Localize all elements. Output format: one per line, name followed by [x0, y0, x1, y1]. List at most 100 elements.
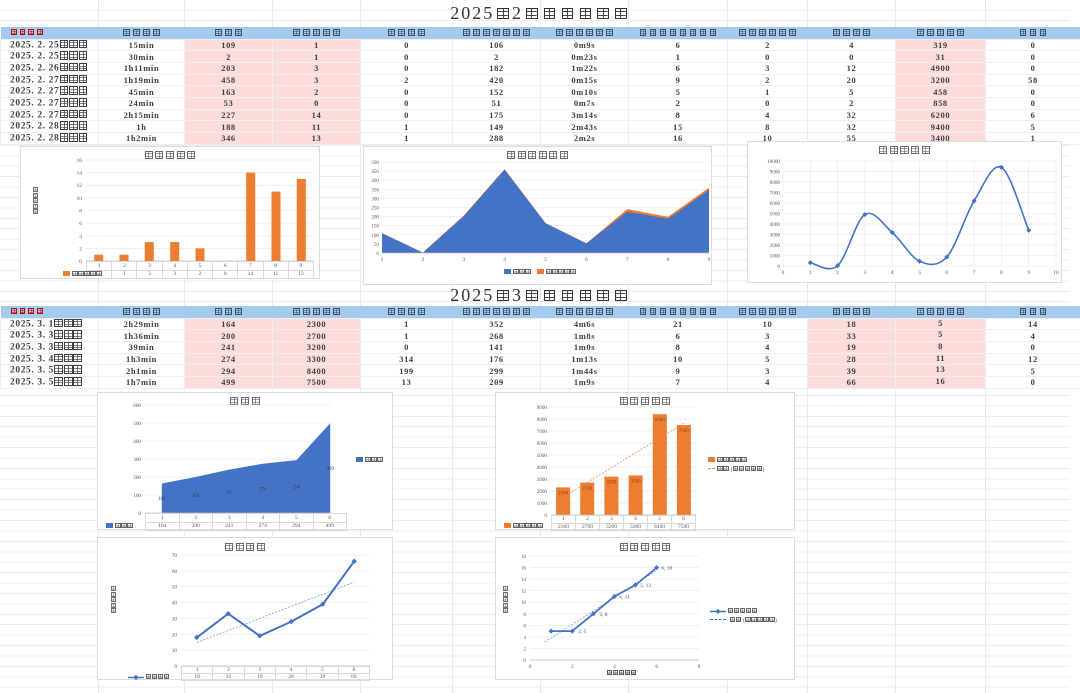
svg-text:4: 4: [891, 270, 894, 276]
svg-text:5, 13: 5, 13: [640, 583, 651, 589]
svg-text:8: 8: [523, 612, 526, 618]
svg-text:4: 4: [79, 234, 82, 240]
svg-text:3, 8: 3, 8: [599, 612, 608, 618]
svg-text:2000: 2000: [537, 489, 548, 495]
svg-text:14: 14: [77, 171, 83, 177]
svg-text:50: 50: [172, 585, 178, 591]
svg-text:16: 16: [77, 158, 83, 164]
svg-text:2, 5: 2, 5: [578, 629, 587, 635]
svg-text:6: 6: [79, 221, 82, 227]
svg-text:14: 14: [521, 577, 527, 583]
svg-text:400: 400: [371, 178, 379, 184]
svg-text:6, 16: 6, 16: [661, 566, 672, 572]
svg-text:1000: 1000: [770, 254, 781, 260]
svg-text:499: 499: [326, 467, 334, 472]
svg-text:274: 274: [259, 487, 267, 492]
svg-text:6: 6: [523, 623, 526, 629]
svg-text:30: 30: [172, 616, 178, 622]
svg-text:450: 450: [371, 169, 379, 175]
svg-text:16: 16: [521, 566, 527, 572]
svg-text:2000: 2000: [770, 243, 781, 249]
svg-text:3: 3: [864, 270, 867, 276]
svg-text:350: 350: [371, 187, 379, 193]
svg-text:200: 200: [133, 475, 141, 481]
svg-text:9000: 9000: [537, 405, 548, 411]
svg-text:10: 10: [1053, 270, 1059, 276]
svg-text:164: 164: [158, 497, 166, 502]
svg-text:7: 7: [626, 257, 629, 263]
svg-text:0: 0: [138, 511, 141, 517]
svg-text:200: 200: [192, 494, 200, 499]
svg-text:10: 10: [77, 196, 83, 202]
svg-text:241: 241: [225, 490, 233, 495]
svg-text:2: 2: [79, 246, 82, 252]
svg-text:100: 100: [133, 493, 141, 499]
svg-text:3300: 3300: [631, 479, 642, 484]
svg-text:600: 600: [133, 403, 141, 409]
svg-text:9: 9: [1027, 270, 1030, 276]
svg-text:70: 70: [172, 553, 178, 559]
svg-text:9: 9: [708, 257, 711, 263]
svg-text:5: 5: [544, 257, 547, 263]
svg-text:0: 0: [544, 513, 547, 519]
svg-text:294: 294: [293, 486, 301, 491]
svg-text:7000: 7000: [770, 191, 781, 197]
svg-text:0: 0: [79, 259, 82, 265]
svg-text:500: 500: [133, 421, 141, 427]
svg-text:8400: 8400: [655, 418, 666, 423]
svg-text:500: 500: [371, 160, 379, 166]
svg-text:4: 4: [613, 664, 616, 670]
svg-text:6000: 6000: [770, 201, 781, 207]
svg-text:100: 100: [371, 233, 379, 239]
svg-text:4: 4: [503, 257, 506, 263]
svg-text:1000: 1000: [537, 501, 548, 507]
svg-text:400: 400: [133, 439, 141, 445]
svg-text:12: 12: [77, 183, 83, 189]
svg-text:7500: 7500: [679, 429, 690, 434]
svg-text:18: 18: [521, 554, 527, 560]
svg-text:10: 10: [172, 648, 178, 654]
svg-text:7000: 7000: [537, 429, 548, 435]
svg-text:4000: 4000: [537, 465, 548, 471]
svg-text:5: 5: [918, 270, 921, 276]
svg-text:6000: 6000: [537, 441, 548, 447]
svg-text:2: 2: [836, 270, 839, 276]
svg-text:2: 2: [422, 257, 425, 263]
svg-text:8: 8: [667, 257, 670, 263]
svg-text:4000: 4000: [770, 222, 781, 228]
svg-text:0: 0: [529, 664, 532, 670]
svg-text:10: 10: [521, 600, 527, 606]
svg-text:8: 8: [698, 664, 701, 670]
svg-text:50: 50: [374, 242, 380, 248]
svg-text:8: 8: [79, 209, 82, 215]
svg-text:8000: 8000: [770, 180, 781, 186]
svg-text:5000: 5000: [537, 453, 548, 459]
svg-text:3: 3: [462, 257, 465, 263]
svg-text:2: 2: [523, 646, 526, 652]
svg-text:6: 6: [655, 664, 658, 670]
svg-text:6: 6: [585, 257, 588, 263]
svg-text:2300: 2300: [558, 491, 569, 496]
svg-text:60: 60: [172, 569, 178, 575]
svg-text:2700: 2700: [582, 487, 593, 492]
svg-text:2: 2: [571, 664, 574, 670]
svg-text:12: 12: [521, 589, 527, 595]
svg-text:9000: 9000: [770, 170, 781, 176]
svg-text:3000: 3000: [537, 477, 548, 483]
svg-text:3200: 3200: [606, 481, 617, 486]
svg-text:1: 1: [381, 257, 384, 263]
svg-text:0: 0: [777, 264, 780, 270]
svg-text:150: 150: [371, 224, 379, 230]
svg-text:7: 7: [973, 270, 976, 276]
svg-text:300: 300: [371, 196, 379, 202]
svg-text:0: 0: [376, 251, 379, 257]
svg-text:200: 200: [371, 215, 379, 221]
svg-text:0: 0: [523, 658, 526, 664]
svg-text:300: 300: [133, 457, 141, 463]
svg-text:4: 4: [523, 635, 526, 641]
svg-text:40: 40: [172, 601, 178, 607]
svg-text:20: 20: [172, 632, 178, 638]
svg-text:4, 11: 4, 11: [619, 594, 630, 600]
svg-text:250: 250: [371, 206, 379, 212]
svg-text:8000: 8000: [537, 417, 548, 423]
